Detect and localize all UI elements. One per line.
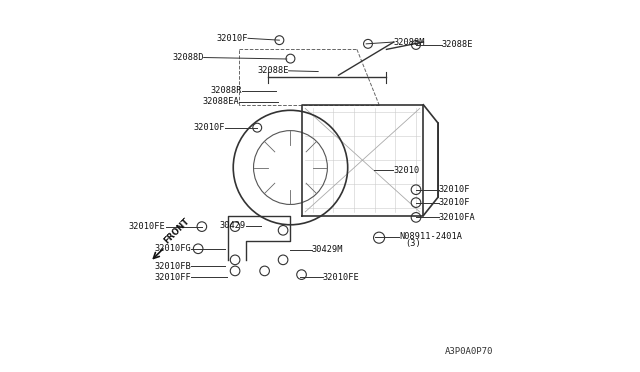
Text: 32010FG: 32010FG: [154, 244, 191, 253]
Text: 32088EA: 32088EA: [202, 97, 239, 106]
Text: 32088E: 32088E: [442, 41, 474, 49]
Text: 32088E: 32088E: [257, 66, 289, 75]
Text: 32010FA: 32010FA: [439, 213, 476, 222]
Text: 30429: 30429: [220, 221, 246, 230]
Text: 32010FF: 32010FF: [154, 273, 191, 282]
Text: 32088R: 32088R: [210, 86, 242, 95]
Text: 32010F: 32010F: [216, 34, 248, 43]
Text: 32010F: 32010F: [439, 185, 470, 194]
Text: 32088D: 32088D: [172, 53, 204, 62]
Text: 32010F: 32010F: [193, 123, 225, 132]
Text: N08911-2401A: N08911-2401A: [399, 232, 462, 241]
Text: 32010FE: 32010FE: [323, 273, 360, 282]
Text: 32088M: 32088M: [394, 38, 426, 46]
Text: (3): (3): [405, 239, 420, 248]
Text: FRONT: FRONT: [162, 216, 191, 245]
Text: 32010FE: 32010FE: [129, 222, 166, 231]
Text: 30429M: 30429M: [312, 245, 344, 254]
Text: 32010F: 32010F: [439, 198, 470, 207]
Text: 32010FB: 32010FB: [154, 262, 191, 270]
Text: 32010: 32010: [393, 166, 419, 174]
Text: A3P0A0P70: A3P0A0P70: [445, 347, 493, 356]
